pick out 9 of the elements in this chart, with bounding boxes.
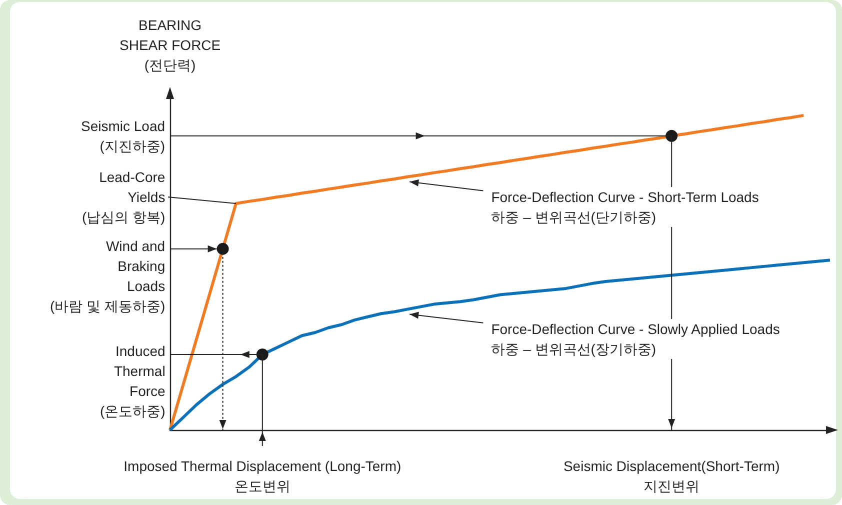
text: Wind and Braking Loads (바람 및 제동하중): [50, 237, 166, 316]
series-label: Force-Deflection Curve - Slowly Applied Loads 하중 – 변위곡선(장기하중): [491, 318, 780, 359]
x-tick-label: Seismic Displacement(Short-Term) 지진변위: [563, 458, 780, 494]
text: Induced Thermal Force (온도하중): [100, 342, 166, 421]
x-tick-label: Imposed Thermal Displacement (Long-Term) 온도변위: [124, 458, 402, 494]
y-axis-title: BEARING SHEAR FORCE (전단력): [120, 16, 221, 75]
text: Seismic Load (지진하중): [81, 117, 166, 156]
text: Lead-Core Yields (납심의 항복): [82, 168, 166, 227]
series-label: Force-Deflection Curve - Short-Term Loads 하중 – 변위곡선(단기하중): [491, 186, 759, 227]
